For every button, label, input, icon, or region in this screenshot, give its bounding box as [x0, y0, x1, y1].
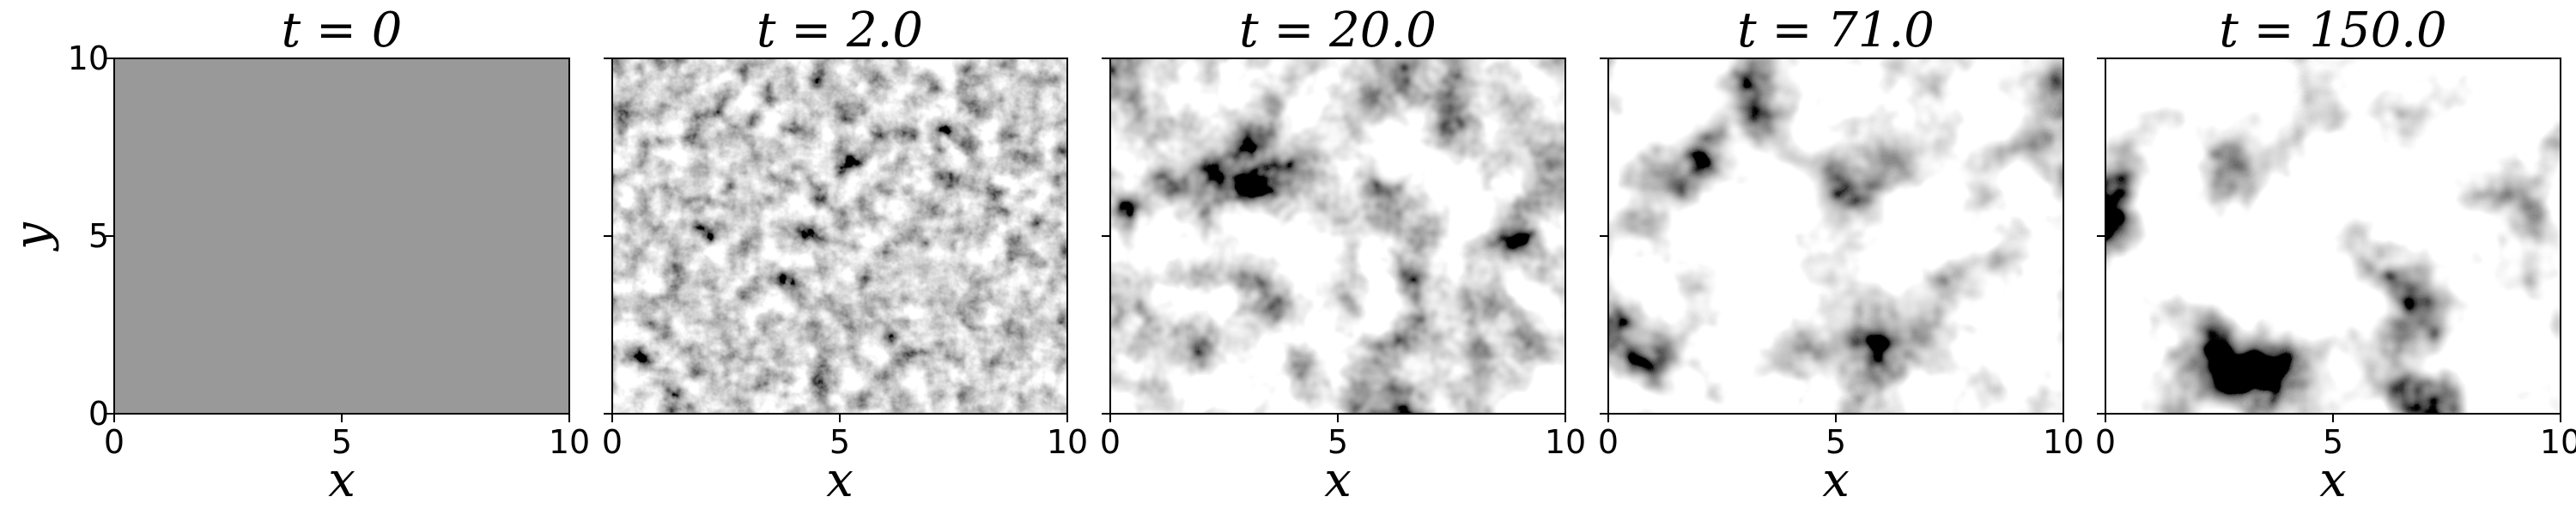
panel-title: t = 2.0: [756, 3, 923, 58]
field-image: [1608, 58, 2063, 414]
x-axis-label: x: [1822, 452, 1850, 508]
x-tick-label: 10: [1545, 423, 1586, 461]
panel-title: t = 0: [282, 3, 403, 58]
x-tick-label: 5: [829, 423, 850, 461]
x-axis-label: x: [328, 452, 355, 508]
x-tick-label: 5: [331, 423, 352, 461]
panel: t = 20.0 0 5 10 x: [1100, 3, 1586, 508]
x-tick-label: 10: [2540, 423, 2576, 461]
panel-title: t = 150.0: [2219, 3, 2446, 58]
x-tick-label: 5: [1826, 423, 1846, 461]
x-tick-label: 5: [1327, 423, 1348, 461]
x-tick-label: 10: [1047, 423, 1088, 461]
x-axis-label: x: [826, 452, 854, 508]
y-tick-label: 10: [68, 39, 109, 77]
panel: t = 2.0 0 5 10 x: [602, 3, 1088, 508]
field-image: [1110, 58, 1565, 414]
y-tick-label: 0: [88, 395, 109, 433]
field-image: [2105, 58, 2561, 414]
x-tick-label: 10: [2043, 423, 2084, 461]
x-axis-label: x: [2319, 452, 2347, 508]
y-axis-label: y: [4, 221, 60, 252]
x-tick-label: 10: [549, 423, 590, 461]
field-image: [612, 58, 1067, 414]
x-tick-label: 0: [1598, 423, 1619, 461]
x-tick-label: 0: [1100, 423, 1121, 461]
panel: t = 0 0 5 10 x 0 5 10 y: [4, 3, 590, 508]
y-tick-label: 5: [88, 217, 109, 255]
x-tick-label: 0: [104, 423, 125, 461]
field-image: [114, 58, 569, 414]
x-tick-label: 5: [2323, 423, 2343, 461]
x-tick-label: 0: [602, 423, 623, 461]
panel-title: t = 71.0: [1737, 3, 1935, 58]
panel: t = 150.0 0 5 10 x: [2095, 3, 2576, 508]
x-axis-label: x: [1324, 452, 1352, 508]
x-tick-label: 0: [2095, 423, 2116, 461]
panel-title: t = 20.0: [1239, 3, 1437, 58]
panel: t = 71.0 0 5 10 x: [1598, 3, 2084, 508]
